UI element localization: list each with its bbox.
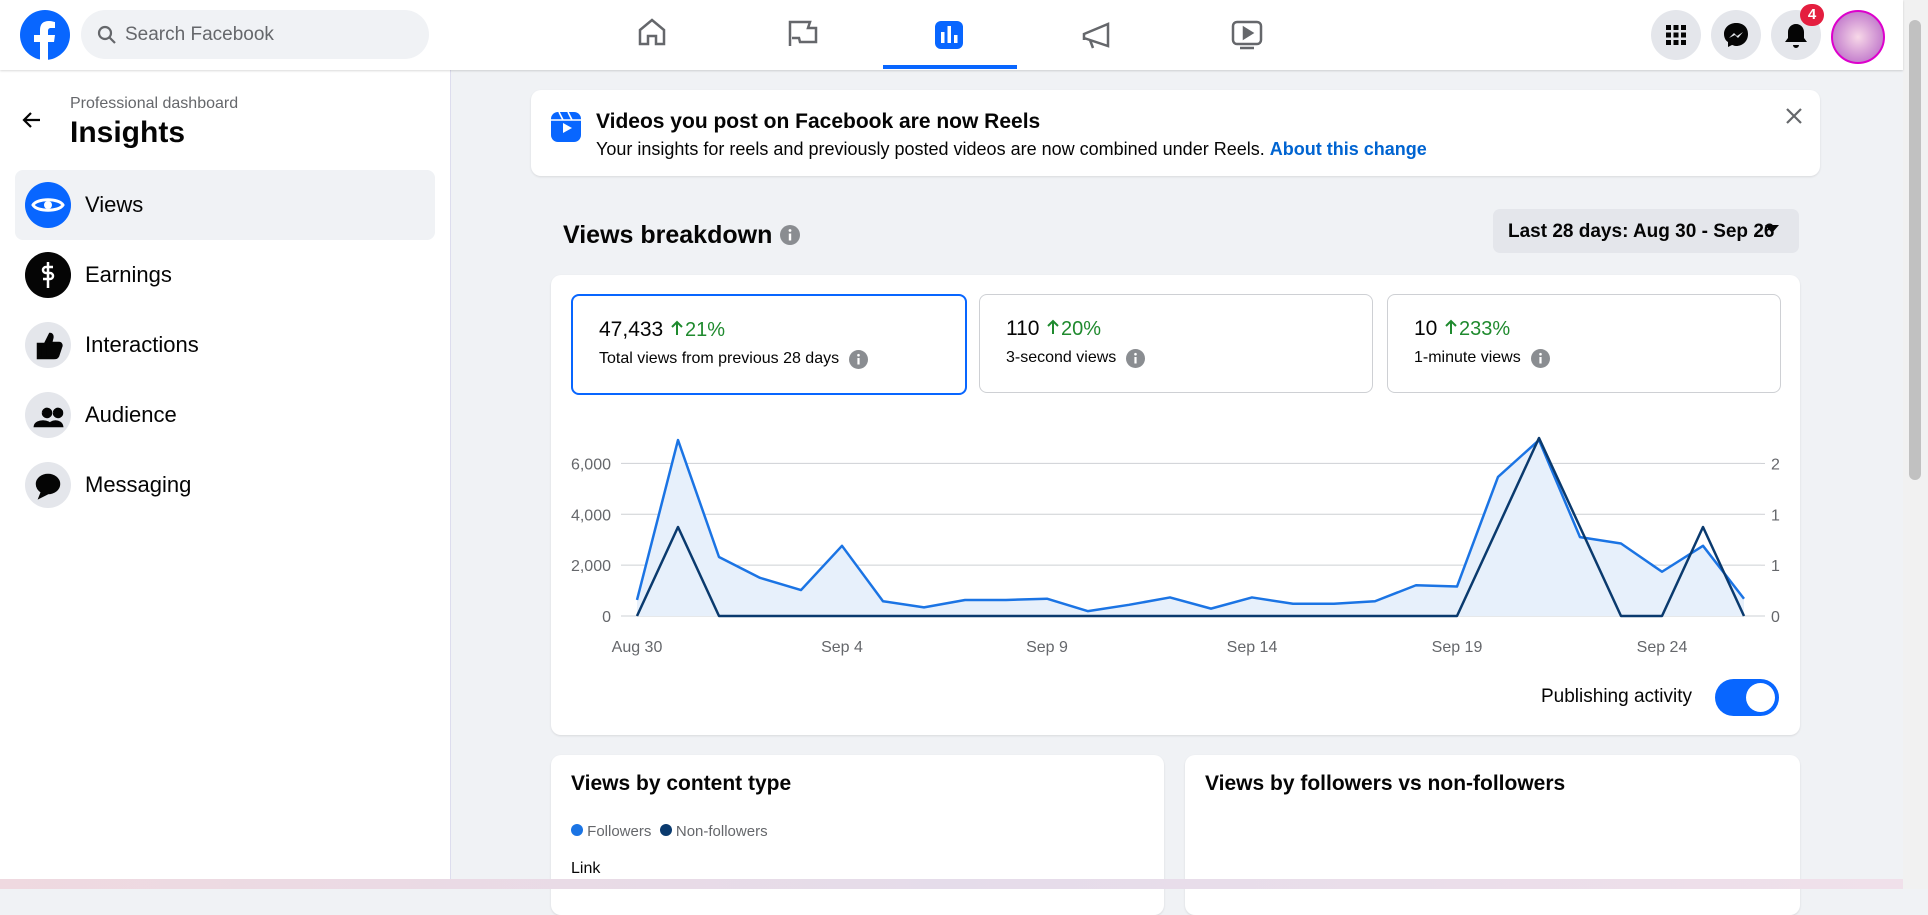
line	[635, 436, 1746, 618]
facebook-logo[interactable]	[20, 10, 70, 60]
menu-item[interactable]: Earnings	[15, 240, 435, 310]
sidebar-title: Insights	[70, 116, 186, 149]
profile-avatar[interactable]	[1831, 10, 1885, 64]
info-icon[interactable]	[1531, 349, 1550, 373]
y-tick-label: 6,000	[571, 456, 611, 473]
stat-value: 47,433	[599, 318, 664, 341]
up-arrow	[1445, 318, 1457, 341]
views-chart: 0 2,000 4,000 6,000 0 1 1 2 Aug 30 Sep 4 Sep 9 Sep …	[571, 436, 1780, 656]
y-tick-label: 2,000	[571, 558, 611, 575]
nav-icons	[638, 18, 1263, 69]
banner-text: Your insights for reels and previously p…	[596, 139, 1427, 160]
date-range-label: Last 28 days: Aug 30 - Sep 26	[1508, 221, 1775, 242]
sidebar: Professional dashboard Insights Views Ear…	[0, 70, 451, 889]
menu-item[interactable]: Messaging	[15, 450, 435, 520]
x-tick-label: Sep 24	[1637, 639, 1688, 656]
info-icon[interactable]	[780, 225, 800, 245]
up-arrow	[1047, 318, 1059, 341]
ads-icon[interactable]	[1082, 22, 1110, 49]
content-type-card: Views by content type Followers Non-foll…	[551, 755, 1164, 915]
sidebar-subtitle: Professional dashboard	[70, 95, 239, 112]
bottom-strip	[0, 879, 1903, 889]
dropdown-caret	[1765, 225, 1779, 233]
card-title: Views by content type	[571, 772, 792, 795]
menu-icon	[25, 392, 71, 438]
messenger-button[interactable]	[1711, 10, 1761, 60]
top-bar: Search Facebook 4	[0, 0, 1903, 70]
x-tick-label: Aug 30	[612, 639, 663, 656]
stat-box[interactable]: 47,433 21% Total views from previous 28 da…	[571, 294, 967, 395]
publishing-toggle[interactable]	[1715, 679, 1779, 716]
menu-icon	[25, 322, 71, 368]
menu-item[interactable]: Interactions	[15, 310, 435, 380]
search-icon	[97, 25, 116, 44]
search-placeholder: Search Facebook	[125, 24, 274, 45]
info-icon[interactable]	[849, 350, 868, 374]
legend: Followers Non-followers	[571, 823, 768, 840]
banner-link[interactable]: About this change	[1269, 139, 1427, 159]
area	[637, 440, 1744, 616]
stat-label: Total views from previous 28 days	[599, 350, 840, 367]
menu-item[interactable]: Views	[15, 170, 435, 240]
stat-value: 110	[1006, 317, 1040, 340]
legend-item: Non-followers	[675, 823, 768, 840]
menu-icon	[25, 462, 71, 508]
y2-tick-label: 2	[1771, 456, 1780, 473]
menu-label: Interactions	[85, 332, 199, 357]
home-icon[interactable]	[638, 18, 666, 46]
info-icon[interactable]	[1126, 349, 1145, 373]
back-arrow[interactable]	[20, 108, 44, 132]
reels-banner: Videos you post on Facebook are now Reel…	[531, 90, 1820, 176]
menu-icon	[25, 252, 71, 298]
insights-icon[interactable]	[935, 21, 963, 49]
stat-value: 10	[1414, 317, 1438, 340]
y2-tick-label: 1	[1771, 507, 1780, 524]
date-range-button[interactable]: Last 28 days: Aug 30 - Sep 26	[1493, 209, 1799, 253]
legend-item: Followers	[587, 823, 652, 840]
line	[635, 438, 1745, 613]
stat-change: 233%	[1459, 318, 1511, 340]
card-title: Views by followers vs non-followers	[1205, 772, 1566, 795]
menu-button[interactable]	[1651, 10, 1701, 60]
active-tab-indicator	[883, 65, 1017, 69]
x-tick-label: Sep 9	[1026, 639, 1068, 656]
y-tick-label: 4,000	[571, 507, 611, 524]
row-label: Link	[571, 860, 601, 877]
close-button[interactable]	[1784, 106, 1804, 126]
menu-label: Views	[85, 192, 144, 217]
banner-title: Videos you post on Facebook are now Reel…	[596, 110, 1041, 133]
menu-icon	[25, 182, 71, 228]
breakdown-title: Views breakdown	[563, 221, 773, 249]
menu-item[interactable]: Audience	[15, 380, 435, 450]
stat-change: 21%	[685, 319, 726, 341]
stat-change: 20%	[1061, 318, 1102, 340]
x-tick-label: Sep 4	[821, 639, 863, 656]
x-tick-label: Sep 19	[1432, 639, 1483, 656]
y-tick-label: 0	[602, 609, 611, 626]
scrollbar[interactable]	[1903, 0, 1928, 889]
video-icon[interactable]	[1231, 20, 1263, 46]
notification-badge: 4	[1800, 4, 1824, 26]
reels-icon	[551, 112, 581, 142]
stat-label: 1-minute views	[1414, 349, 1521, 366]
menu-label: Messaging	[85, 472, 192, 497]
search-box[interactable]: Search Facebook	[81, 10, 429, 59]
menu-label: Audience	[85, 402, 177, 427]
x-tick-label: Sep 14	[1227, 639, 1278, 656]
toggle-label: Publishing activity	[1541, 686, 1693, 707]
stat-label: 3-second views	[1006, 349, 1117, 366]
stat-box[interactable]: 10 233% 1-minute views	[1387, 294, 1781, 393]
banner-description: Your insights for reels and previously p…	[596, 139, 1265, 159]
up-arrow	[671, 319, 683, 342]
pages-icon[interactable]	[788, 20, 818, 46]
followers-card: Views by followers vs non-followers	[1185, 755, 1800, 915]
y2-tick-label: 1	[1771, 558, 1780, 575]
y2-tick-label: 0	[1771, 609, 1780, 626]
menu-label: Earnings	[85, 262, 172, 287]
stat-box[interactable]: 110 20% 3-second views	[979, 294, 1373, 393]
